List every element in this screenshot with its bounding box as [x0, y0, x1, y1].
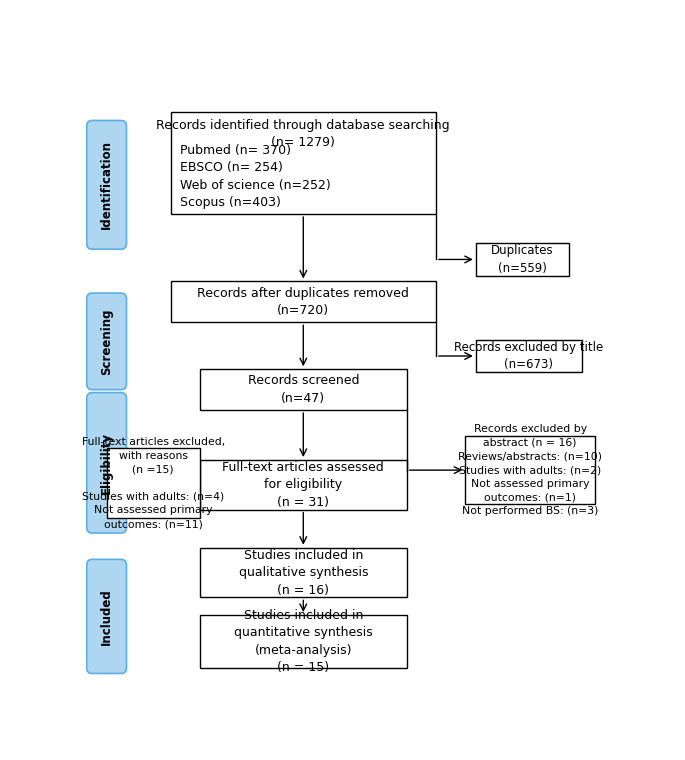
Bar: [465, 436, 595, 504]
Text: Pubmed (n= 370)
EBSCO (n= 254)
Web of science (n=252)
Scopus (n=403): Pubmed (n= 370) EBSCO (n= 254) Web of sc…: [180, 144, 331, 209]
Text: Identification: Identification: [100, 141, 113, 230]
Bar: [476, 243, 569, 276]
Text: Included: Included: [100, 588, 113, 644]
Text: Records identified through database searching
(n= 1279): Records identified through database sear…: [156, 119, 450, 149]
Bar: [171, 281, 436, 322]
Bar: [107, 448, 200, 518]
Bar: [200, 369, 407, 410]
Text: Records excluded by
abstract (n = 16)
Reviews/abstracts: (n=10)
Studies with adu: Records excluded by abstract (n = 16) Re…: [458, 424, 602, 516]
Text: Eligibility: Eligibility: [100, 432, 113, 494]
Text: Studies included in
qualitative synthesis
(n = 16): Studies included in qualitative synthesi…: [238, 549, 368, 597]
FancyBboxPatch shape: [87, 293, 127, 390]
Bar: [200, 615, 407, 667]
Text: Records screened
(n=47): Records screened (n=47): [247, 375, 359, 405]
Text: Screening: Screening: [100, 308, 113, 375]
Bar: [200, 460, 407, 510]
FancyBboxPatch shape: [87, 393, 127, 533]
FancyBboxPatch shape: [87, 559, 127, 673]
Bar: [476, 340, 582, 372]
Text: Duplicates
(n=559): Duplicates (n=559): [491, 244, 553, 274]
Text: Records after duplicates removed
(n=720): Records after duplicates removed (n=720): [197, 287, 409, 317]
Bar: [200, 548, 407, 597]
FancyBboxPatch shape: [87, 121, 127, 249]
Text: Full-text articles excluded,
with reasons
(n =15)

Studies with adults: (n=4)
No: Full-text articles excluded, with reason…: [82, 438, 225, 529]
Text: Full-text articles assessed
for eligibility
(n = 31): Full-text articles assessed for eligibil…: [223, 461, 384, 508]
Text: Studies included in
quantitative synthesis
(meta-analysis)
(n = 15): Studies included in quantitative synthes…: [234, 609, 373, 674]
Bar: [171, 112, 436, 214]
Text: Records excluded by title
(n=673): Records excluded by title (n=673): [454, 340, 603, 371]
